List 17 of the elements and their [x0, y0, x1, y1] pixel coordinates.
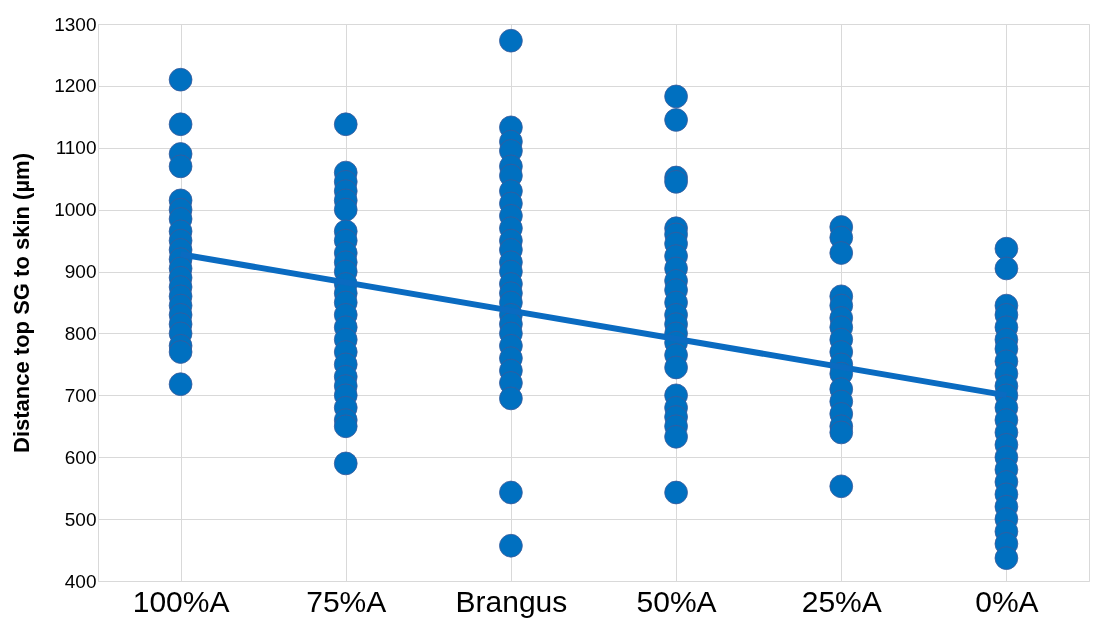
y-axis-title: Distance top SG to skin (µm) — [9, 153, 35, 453]
y-tick-label: 800 — [64, 322, 97, 344]
y-tick-label: 1200 — [54, 75, 97, 97]
x-tick-label: 75%A — [306, 584, 387, 618]
x-tick-label: 0%A — [975, 584, 1039, 618]
y-tick-label: 600 — [64, 446, 97, 468]
y-tick-label: 500 — [64, 508, 97, 530]
y-tick-label: 400 — [64, 570, 97, 592]
x-tick-label: 100%A — [132, 584, 230, 618]
x-tick-label: 25%A — [801, 584, 882, 618]
y-tick-label: 900 — [64, 261, 97, 283]
y-tick-label: 1000 — [54, 199, 97, 221]
y-tick-label: 1300 — [54, 13, 97, 35]
y-tick-label: 1100 — [55, 137, 97, 159]
y-tick-label: 700 — [64, 384, 97, 406]
x-tick-label: Brangus — [455, 584, 568, 618]
x-tick-label: 50%A — [636, 584, 717, 618]
